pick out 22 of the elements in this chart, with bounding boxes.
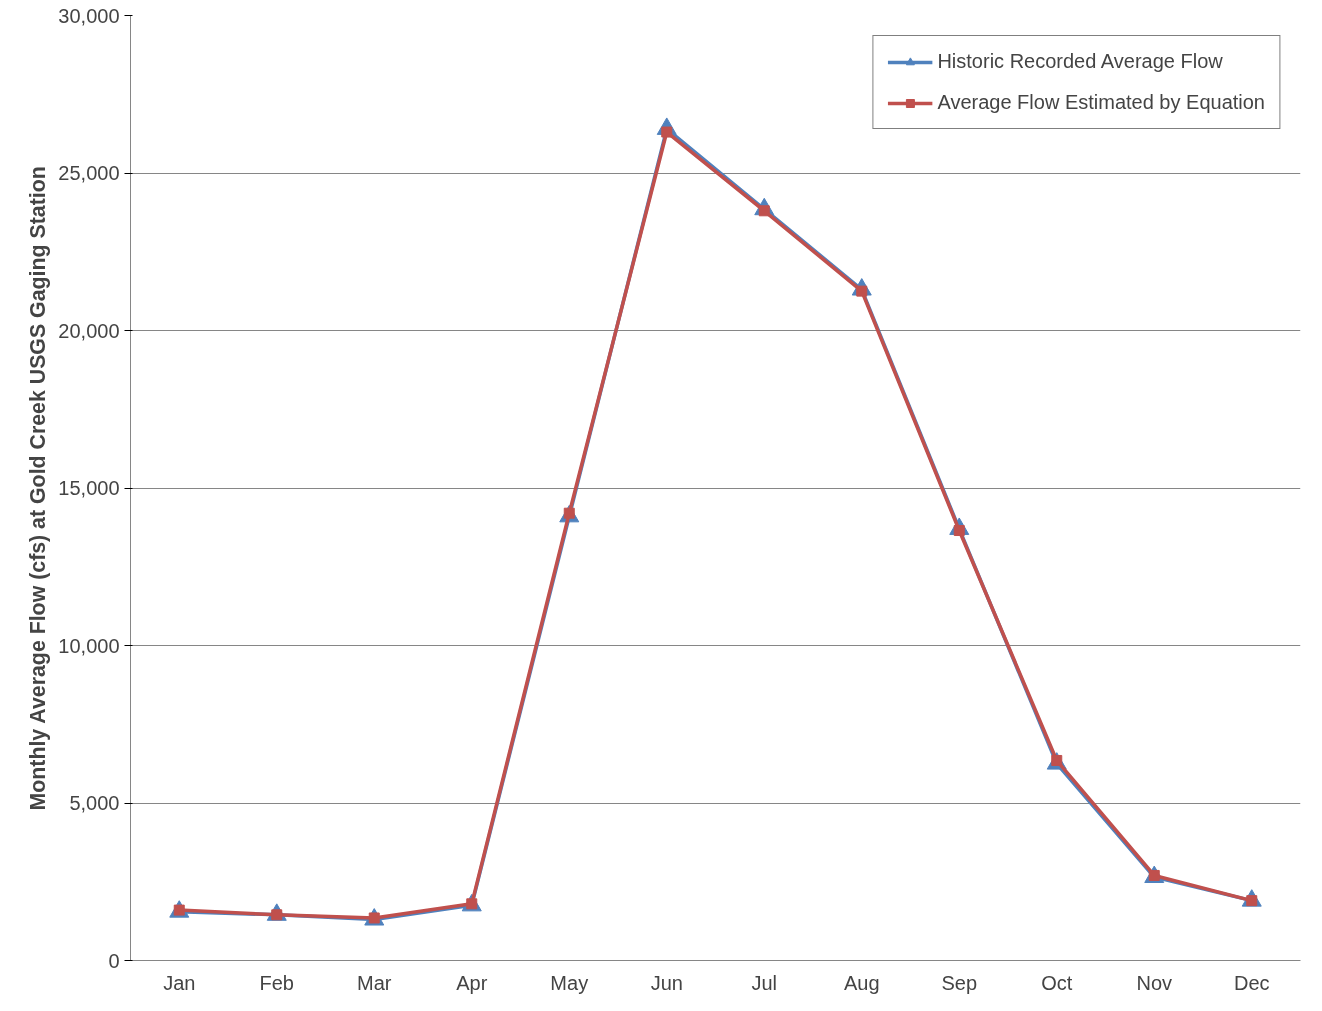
x-tick-label: Oct [1041,971,1073,994]
y-tick-label: 20,000 [58,319,120,342]
x-tick-label: Sep [941,971,978,994]
legend-label: Average Flow Estimated by Equation [937,91,1265,114]
y-tick-label: 5,000 [69,792,120,814]
x-tick-label: Aug [843,971,880,994]
y-axis-title: Monthly Average Flow (cfs) at Gold Creek USGS Gaging Station [26,166,51,811]
x-tick-label: Nov [1136,971,1173,994]
y-tick-label: 25,000 [58,162,120,184]
y-tick-label: 30,000 [58,4,120,27]
x-tick-label: Dec [1233,971,1270,994]
x-tick-label: Feb [259,971,294,994]
x-tick-label: May [550,971,589,994]
y-tick-label: 15,000 [58,477,120,499]
x-tick-label: Jun [650,971,683,994]
y-tick-label: 0 [108,949,120,972]
x-tick-label: Apr [456,971,488,994]
y-tick-label: 10,000 [58,634,120,657]
x-tick-label: Mar [357,971,392,994]
legend-label: Historic Recorded Average Flow [937,50,1223,73]
x-tick-label: Jan [163,971,196,994]
x-tick-label: Jul [751,971,778,994]
